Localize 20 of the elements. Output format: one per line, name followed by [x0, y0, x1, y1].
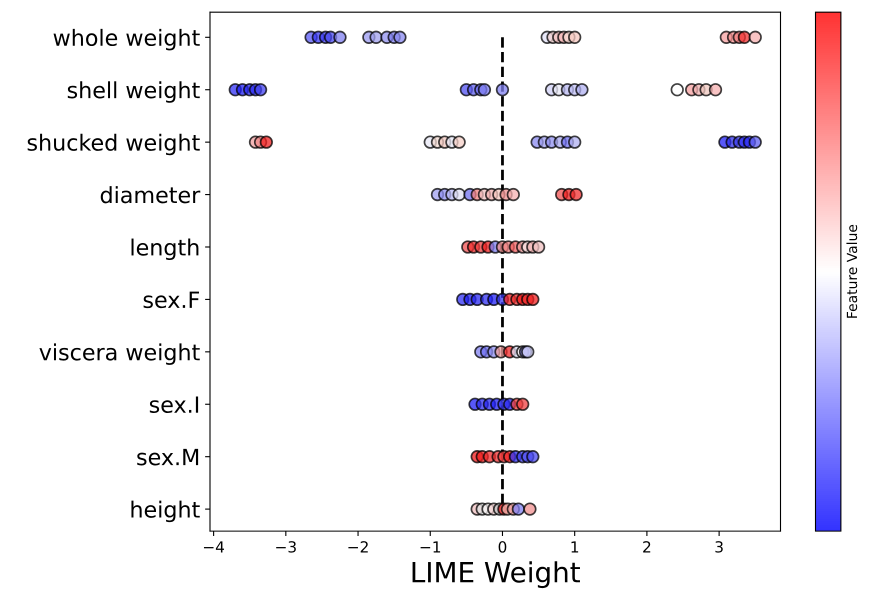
- y-tick-label: height: [131, 500, 200, 522]
- y-tick-label: diameter: [100, 186, 200, 204]
- y-tick-label: shell weight: [68, 81, 200, 103]
- x-tick-label: −4: [204, 541, 224, 552]
- x-tick-label: 0: [498, 541, 506, 553]
- y-tick-label: sex.I: [150, 396, 198, 414]
- y-tick-label: viscera weight: [39, 343, 200, 365]
- x-tick-label: −1: [420, 541, 440, 552]
- y-tick-label: whole weight: [54, 28, 200, 50]
- color-bar-title: Feature Value: [846, 224, 858, 318]
- x-tick-label: 3: [715, 541, 723, 553]
- y-tick-label: length: [132, 238, 198, 260]
- x-axis-title: LIME Weight: [412, 561, 580, 588]
- x-tick-label: −3: [276, 541, 296, 553]
- x-tick-label: 2: [643, 541, 650, 552]
- x-tick-label: 1: [572, 541, 578, 552]
- y-tick-label: sex.F: [144, 292, 199, 308]
- y-tick-label: shucked weight: [28, 134, 200, 156]
- x-tick-label: −2: [348, 541, 368, 552]
- y-tick-label: sex.M: [137, 448, 198, 466]
